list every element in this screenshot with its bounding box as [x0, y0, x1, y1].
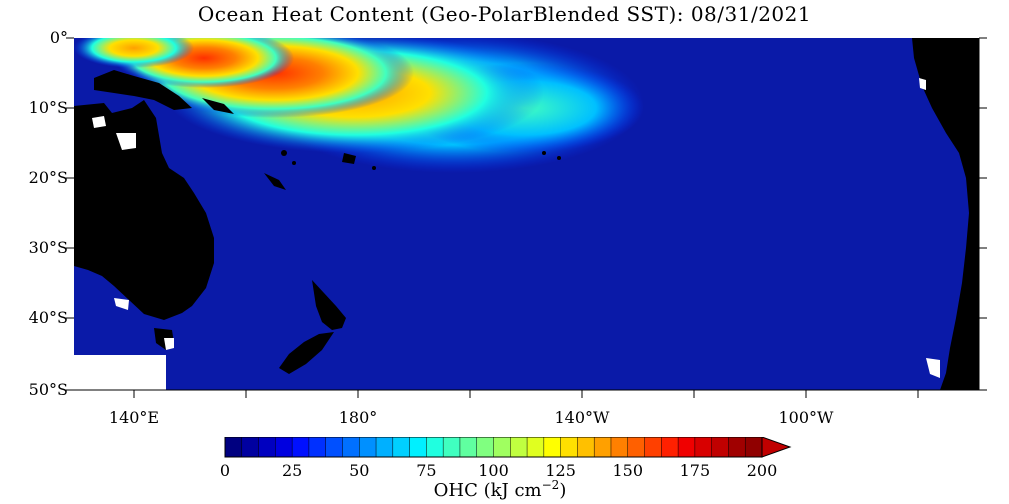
colorbar-tick-label: 75	[416, 461, 437, 480]
lat-label-30s: 30°S	[28, 238, 68, 257]
lat-ticks	[66, 37, 987, 391]
colorbar-tick-label: 150	[612, 461, 644, 480]
colorbar-cell	[560, 437, 579, 458]
colorbar-cell	[543, 437, 562, 458]
colorbar-cell	[661, 437, 679, 458]
colorbar-cell	[224, 437, 243, 458]
new-zealand-north-island	[312, 280, 346, 330]
lon-label-140e: 140°E	[108, 408, 160, 427]
colorbar-cell	[375, 437, 394, 458]
lat-label-10s: 10°S	[28, 98, 68, 117]
fiji	[342, 153, 356, 164]
colorbar-cell	[510, 437, 528, 458]
colorbar-tick-label: 50	[349, 461, 370, 480]
colorbar-cell	[476, 437, 495, 458]
lat-label-20s: 20°S	[28, 168, 68, 187]
colorbar-cell	[308, 437, 327, 458]
south-america-landmass	[912, 38, 979, 390]
colorbar-tick-label: 0	[219, 461, 231, 480]
new-guinea-landmass	[94, 70, 192, 110]
colorbar-cell	[426, 437, 444, 458]
colorbar-cell	[728, 437, 746, 458]
lon-label-180: 180°	[338, 408, 378, 427]
colorbar-cell	[577, 437, 595, 458]
colorbar-cell	[342, 437, 360, 458]
lat-label-0: 0°	[49, 28, 68, 47]
solomon-islands	[202, 98, 234, 114]
colorbar-tick-label: 25	[281, 461, 303, 480]
colorbar-tick-label: 175	[679, 461, 711, 480]
colorbar-arrow	[761, 437, 792, 458]
colorbar-cell	[493, 437, 512, 458]
australia-landmass	[74, 100, 214, 320]
colorbar-cell	[644, 437, 663, 458]
lon-label-100w: 100°W	[778, 408, 834, 427]
colorbar-cell	[526, 437, 545, 458]
colorbar-cell	[459, 437, 478, 458]
colorbar-cell	[325, 437, 344, 458]
warm-pool	[74, 38, 644, 173]
colorbar-cell	[241, 437, 260, 458]
colorbar-cell	[677, 437, 696, 458]
colorbar-cell	[409, 437, 428, 458]
lat-label-50s: 50°S	[28, 380, 68, 399]
colorbar-cell	[359, 437, 377, 458]
colorbar-cell	[711, 437, 730, 458]
ohc-map-svg	[74, 38, 979, 390]
colorbar-cell	[275, 437, 293, 458]
chart-title: Ocean Heat Content (Geo-PolarBlended SST…	[197, 2, 812, 26]
new-caledonia	[264, 173, 286, 190]
ohc-map	[74, 38, 979, 390]
missing-data-box	[74, 355, 166, 390]
colorbar-cell	[258, 437, 277, 458]
colorbar-unit-label: OHC (kJ cm−2)	[433, 478, 567, 501]
colorbar-cell	[694, 437, 713, 458]
colorbar-tick-label: 100	[478, 461, 509, 480]
colorbar-cell	[291, 437, 310, 458]
colorbar-cell	[442, 437, 461, 458]
colorbar-cell	[627, 437, 646, 458]
new-zealand-south-island	[279, 332, 334, 374]
colorbar-cell	[392, 437, 411, 458]
colorbar-cell	[744, 437, 763, 458]
colorbar-cell	[610, 437, 629, 458]
colorbar	[224, 437, 792, 458]
colorbar-cell	[593, 437, 612, 458]
lat-label-40s: 40°S	[28, 308, 68, 327]
lon-ticks	[133, 390, 919, 398]
lon-label-140w: 140°W	[554, 408, 610, 427]
colorbar-tick-label: 200	[746, 461, 778, 480]
colorbar-tick-label: 125	[545, 461, 576, 480]
